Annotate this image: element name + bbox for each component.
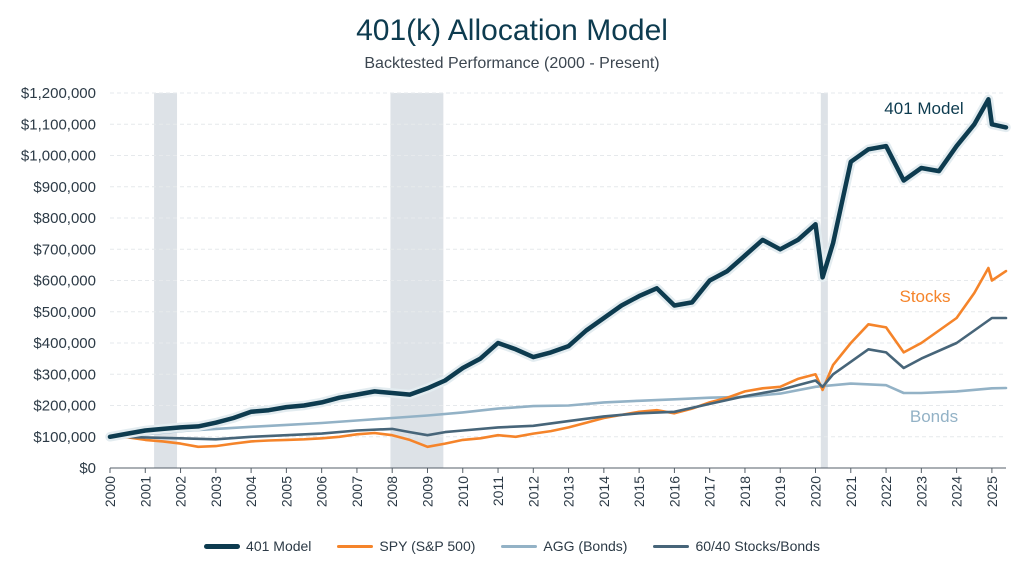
y-tick-label: $200,000 — [33, 398, 96, 415]
legend-swatch-agg — [501, 544, 538, 548]
x-tick-label: 2022 — [878, 476, 894, 507]
chart-canvas: $0 $100,000 $200,000 $300,000 $400,000 $500,0… — [21, 14, 1011, 507]
legend-swatch-spy — [337, 544, 374, 548]
legend-label: SPY (S&P 500) — [379, 538, 476, 554]
x-tick-label: 2002 — [173, 476, 189, 507]
legend-label: 401 Model — [246, 538, 312, 554]
chart-legend: 401 Model SPY (S&P 500) AGG (Bonds) 60/4… — [0, 532, 1024, 560]
x-tick-label: 2021 — [843, 476, 859, 507]
y-tick-label: $300,000 — [33, 366, 96, 383]
series-end-label-stocks: Stocks — [899, 287, 950, 306]
x-tick-label: 2004 — [243, 476, 259, 507]
legend-swatch-60-40 — [653, 544, 690, 548]
y-tick-label: $700,000 — [33, 241, 96, 258]
series-lines — [105, 94, 1011, 449]
x-tick-label: 2015 — [631, 476, 647, 507]
series-line-model — [107, 97, 1009, 440]
y-tick-label: $500,000 — [33, 304, 96, 321]
legend-label: 60/40 Stocks/Bonds — [695, 538, 820, 554]
x-tick-label: 2012 — [525, 476, 541, 507]
y-tick-label: $400,000 — [33, 335, 96, 352]
y-tick-label: $1,100,000 — [21, 116, 96, 133]
x-tick-label: 2007 — [349, 476, 365, 507]
series-line-mix — [108, 316, 1008, 441]
y-tick-label: $1,000,000 — [21, 148, 96, 165]
x-tick-label: 2023 — [913, 476, 929, 507]
x-tick-label: 2000 — [102, 476, 118, 507]
x-tick-label: 2017 — [702, 476, 718, 507]
y-tick-label: $900,000 — [33, 179, 96, 196]
x-tick-label: 2025 — [984, 476, 1000, 507]
chart-subtitle: Backtested Performance (2000 - Present) — [364, 55, 659, 72]
legend-item-60-40: 60/40 Stocks/Bonds — [653, 538, 820, 554]
chart-title: 401(k) Allocation Model — [356, 14, 668, 47]
x-tick-label: 2011 — [490, 476, 506, 506]
y-tick-label: $800,000 — [33, 210, 96, 227]
y-tick-label: $0 — [79, 460, 96, 477]
x-tick-label: 2010 — [455, 476, 471, 507]
x-tick-label: 2020 — [808, 476, 824, 507]
x-tick-label: 2016 — [666, 476, 682, 507]
x-axis-tick-labels: 2000 2001 2002 2003 2004 2005 2006 2007 2008 2009… — [102, 468, 1000, 507]
y-tick-label: $100,000 — [33, 429, 96, 446]
x-tick-label: 2005 — [278, 476, 294, 507]
legend-swatch-401-model — [204, 543, 241, 549]
y-tick-label: $600,000 — [33, 273, 96, 290]
x-tick-label: 2013 — [561, 476, 577, 507]
x-tick-label: 2018 — [737, 476, 753, 507]
y-axis-tick-labels: $0 $100,000 $200,000 $300,000 $400,000 $500,0… — [21, 85, 96, 477]
legend-label: AGG (Bonds) — [543, 538, 628, 554]
y-tick-label: $1,200,000 — [21, 85, 96, 102]
legend-item-spy: SPY (S&P 500) — [337, 538, 475, 554]
series-end-label-bonds: Bonds — [910, 407, 958, 426]
legend-item-401-model: 401 Model — [204, 538, 311, 554]
x-tick-label: 2001 — [137, 476, 153, 507]
x-tick-label: 2003 — [208, 476, 224, 507]
series-end-label-401-model: 401 Model — [884, 99, 963, 118]
series-line-agg — [108, 382, 1008, 439]
x-tick-label: 2009 — [419, 476, 435, 507]
series-line-spy — [108, 266, 1008, 449]
x-tick-label: 2024 — [949, 476, 965, 507]
legend-item-agg: AGG (Bonds) — [501, 538, 627, 554]
x-tick-label: 2006 — [314, 476, 330, 507]
x-tick-label: 2019 — [772, 476, 788, 507]
x-tick-label: 2008 — [384, 476, 400, 507]
x-tick-label: 2014 — [596, 476, 612, 507]
